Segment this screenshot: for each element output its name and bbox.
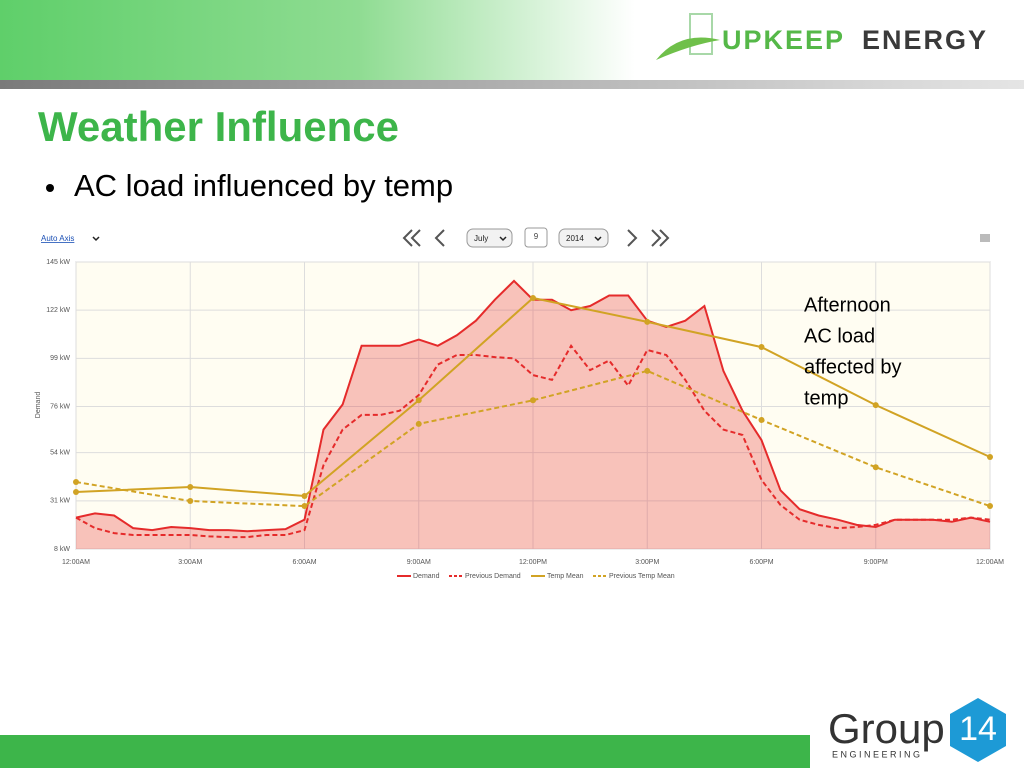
y-axis-label: Demand bbox=[35, 392, 42, 419]
annotation-line: Afternoon bbox=[804, 294, 891, 316]
print-icon[interactable] bbox=[980, 234, 990, 242]
marker bbox=[73, 478, 79, 485]
header-rule bbox=[0, 80, 1024, 89]
chart: 8 kW 31 kW 54 kW 76 kW 99 kW 122 kW 145 kW 12:0… bbox=[35, 259, 1004, 580]
marker bbox=[301, 503, 308, 510]
footer-logo: Group 14 ENGINEERING bbox=[828, 698, 1006, 762]
line bbox=[75, 344, 991, 539]
auto-axis-link[interactable]: Auto Axis bbox=[41, 234, 74, 243]
footer-number: 14 bbox=[959, 710, 997, 748]
line bbox=[75, 369, 991, 508]
marker bbox=[758, 344, 765, 351]
bullet-dot bbox=[46, 184, 54, 192]
x-tick-label: 12:00AM bbox=[976, 559, 1004, 566]
legend-label: Previous Demand bbox=[465, 573, 521, 580]
header-band bbox=[0, 0, 1024, 80]
x-tick-label: 9:00AM bbox=[407, 559, 431, 566]
marker bbox=[187, 498, 194, 505]
marker bbox=[987, 454, 993, 461]
x-tick-label: 12:00PM bbox=[519, 559, 547, 566]
marker bbox=[301, 492, 308, 499]
day-input[interactable] bbox=[524, 227, 548, 248]
x-tick-label: 3:00PM bbox=[635, 559, 659, 566]
annotation-line: AC load bbox=[804, 325, 875, 347]
legend-label: Temp Mean bbox=[547, 573, 584, 580]
x-tick-label: 6:00AM bbox=[292, 559, 316, 566]
marker bbox=[530, 397, 536, 404]
marker bbox=[872, 402, 879, 409]
marker bbox=[987, 503, 993, 510]
footer-hexagon bbox=[950, 698, 1006, 762]
footer-brand: Group bbox=[828, 705, 945, 752]
prev-buttons[interactable] bbox=[402, 229, 445, 247]
marker bbox=[415, 397, 422, 404]
logo-right: ENERGY bbox=[862, 25, 988, 55]
x-tick-label: 12:00AM bbox=[62, 559, 90, 566]
marker bbox=[415, 420, 422, 427]
month-select[interactable] bbox=[466, 228, 513, 248]
area bbox=[76, 280, 990, 549]
x-tick-label: 3:00AM bbox=[178, 559, 202, 566]
y-tick-label: 31 kW bbox=[50, 498, 70, 505]
legend-label: Previous Temp Mean bbox=[609, 573, 675, 580]
year-arrow bbox=[594, 236, 602, 242]
annotation-line: affected by bbox=[804, 356, 901, 378]
marker bbox=[758, 416, 765, 423]
x-tick-label: 6:00PM bbox=[749, 559, 773, 566]
day-value: 9 bbox=[534, 232, 539, 241]
logo: UPKEEP ENERGY bbox=[656, 13, 988, 60]
logo-leaf bbox=[656, 37, 720, 60]
logo-building bbox=[689, 13, 713, 55]
next-buttons[interactable] bbox=[627, 229, 670, 247]
slide-title: Weather Influence bbox=[38, 103, 399, 150]
footer-band bbox=[0, 735, 810, 768]
bullet-text: AC load influenced by temp bbox=[74, 168, 453, 203]
y-tick-label: 76 kW bbox=[50, 403, 70, 410]
year-value: 2014 bbox=[566, 234, 584, 243]
marker bbox=[872, 464, 879, 471]
legend-label: Demand bbox=[413, 573, 440, 580]
y-tick-label: 8 kW bbox=[54, 546, 70, 553]
annotation: Afternoon AC load affected by temp bbox=[804, 294, 901, 409]
y-tick-label: 145 kW bbox=[46, 259, 70, 266]
axis-dropdown[interactable] bbox=[92, 236, 100, 242]
toolbar: Auto Axis July 9 2014 bbox=[41, 227, 990, 248]
marker bbox=[644, 318, 651, 325]
y-tick-label: 99 kW bbox=[50, 355, 70, 362]
footer-tagline: ENGINEERING bbox=[832, 749, 923, 759]
year-select[interactable] bbox=[558, 228, 609, 248]
x-tick-label: 9:00PM bbox=[864, 559, 888, 566]
marker bbox=[530, 295, 536, 302]
month-value: July bbox=[474, 234, 488, 243]
marker bbox=[73, 489, 79, 496]
logo-left: UPKEEP bbox=[722, 25, 845, 55]
marker bbox=[644, 367, 651, 374]
month-arrow bbox=[499, 236, 507, 242]
y-tick-label: 54 kW bbox=[50, 449, 70, 456]
annotation-line: temp bbox=[804, 387, 848, 409]
marker bbox=[187, 483, 194, 490]
y-tick-label: 122 kW bbox=[46, 307, 70, 314]
